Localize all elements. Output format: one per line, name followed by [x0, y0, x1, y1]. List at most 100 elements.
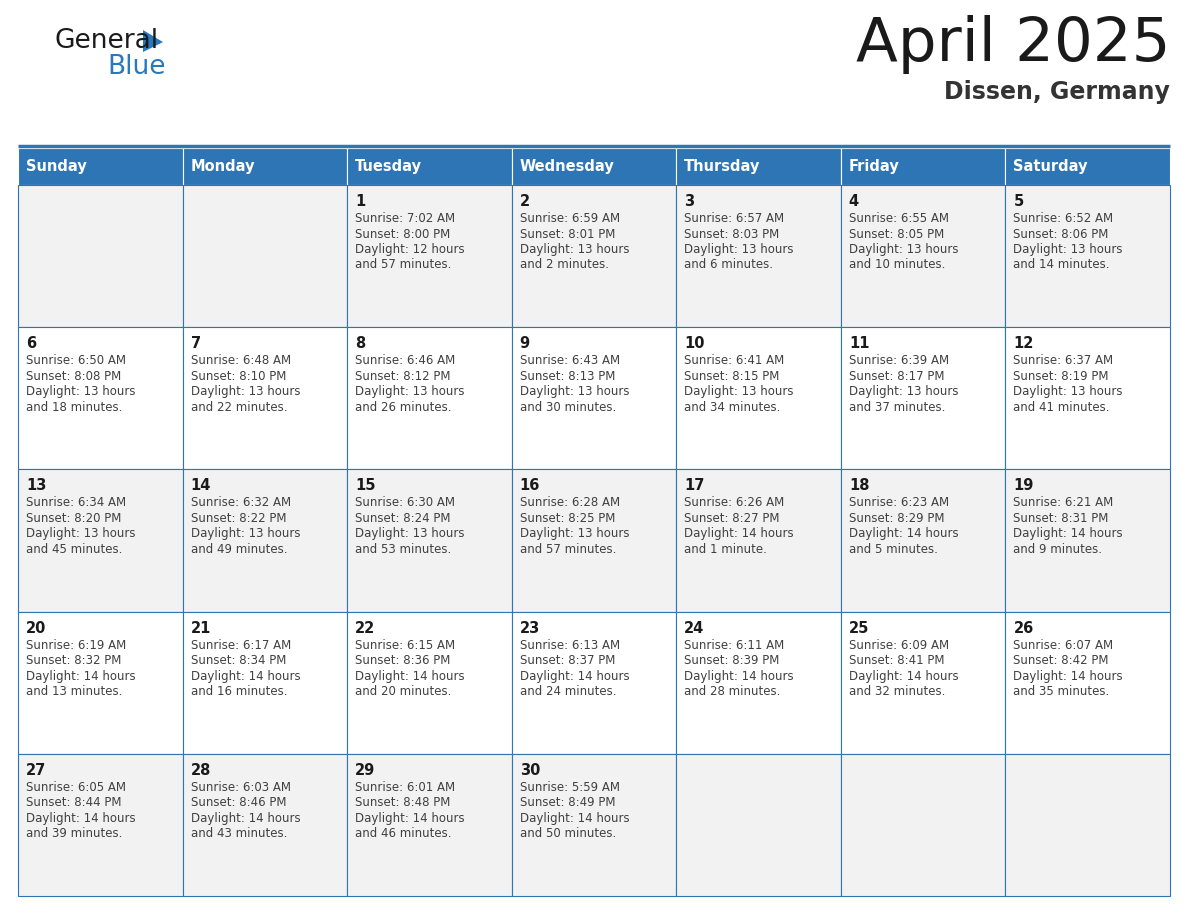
- Text: Sunset: 8:46 PM: Sunset: 8:46 PM: [190, 796, 286, 810]
- Text: Sunrise: 6:03 AM: Sunrise: 6:03 AM: [190, 781, 291, 794]
- Text: 23: 23: [519, 621, 541, 635]
- Text: Wednesday: Wednesday: [519, 159, 614, 174]
- Text: Blue: Blue: [107, 54, 165, 80]
- Text: and 26 minutes.: and 26 minutes.: [355, 400, 451, 414]
- Text: 18: 18: [849, 478, 870, 493]
- Text: Daylight: 13 hours: Daylight: 13 hours: [519, 528, 630, 541]
- Text: Dissen, Germany: Dissen, Germany: [944, 80, 1170, 104]
- Text: Sunrise: 6:41 AM: Sunrise: 6:41 AM: [684, 354, 784, 367]
- Text: Sunrise: 5:59 AM: Sunrise: 5:59 AM: [519, 781, 620, 794]
- Bar: [676, 611, 841, 754]
- Text: Daylight: 13 hours: Daylight: 13 hours: [519, 386, 630, 398]
- Text: and 6 minutes.: and 6 minutes.: [684, 259, 773, 272]
- Bar: [347, 148, 512, 185]
- Text: Daylight: 14 hours: Daylight: 14 hours: [26, 669, 135, 683]
- Text: Daylight: 14 hours: Daylight: 14 hours: [519, 669, 630, 683]
- Text: and 10 minutes.: and 10 minutes.: [849, 259, 946, 272]
- Bar: [841, 469, 1005, 611]
- Bar: [512, 754, 676, 896]
- Text: 5: 5: [1013, 194, 1024, 209]
- Text: Sunrise: 6:52 AM: Sunrise: 6:52 AM: [1013, 212, 1113, 225]
- Text: Daylight: 13 hours: Daylight: 13 hours: [355, 386, 465, 398]
- Text: and 2 minutes.: and 2 minutes.: [519, 259, 608, 272]
- Bar: [347, 327, 512, 469]
- Text: and 41 minutes.: and 41 minutes.: [1013, 400, 1110, 414]
- Text: Sunrise: 6:13 AM: Sunrise: 6:13 AM: [519, 639, 620, 652]
- Text: Sunrise: 6:01 AM: Sunrise: 6:01 AM: [355, 781, 455, 794]
- Text: 20: 20: [26, 621, 46, 635]
- Text: Daylight: 13 hours: Daylight: 13 hours: [26, 386, 135, 398]
- Text: Sunrise: 6:46 AM: Sunrise: 6:46 AM: [355, 354, 455, 367]
- Text: and 39 minutes.: and 39 minutes.: [26, 827, 122, 840]
- Text: Daylight: 14 hours: Daylight: 14 hours: [26, 812, 135, 824]
- Text: Daylight: 13 hours: Daylight: 13 hours: [1013, 243, 1123, 256]
- Text: Sunset: 8:48 PM: Sunset: 8:48 PM: [355, 796, 450, 810]
- Text: Daylight: 14 hours: Daylight: 14 hours: [190, 812, 301, 824]
- Text: and 37 minutes.: and 37 minutes.: [849, 400, 946, 414]
- Text: and 34 minutes.: and 34 minutes.: [684, 400, 781, 414]
- Bar: [676, 148, 841, 185]
- Text: Sunset: 8:31 PM: Sunset: 8:31 PM: [1013, 512, 1108, 525]
- Bar: [347, 185, 512, 327]
- Bar: [841, 185, 1005, 327]
- Text: Sunday: Sunday: [26, 159, 87, 174]
- Text: Sunrise: 6:39 AM: Sunrise: 6:39 AM: [849, 354, 949, 367]
- Text: and 16 minutes.: and 16 minutes.: [190, 685, 287, 698]
- Text: Sunrise: 6:34 AM: Sunrise: 6:34 AM: [26, 497, 126, 509]
- Text: Sunset: 8:24 PM: Sunset: 8:24 PM: [355, 512, 450, 525]
- Text: Sunrise: 7:02 AM: Sunrise: 7:02 AM: [355, 212, 455, 225]
- Text: Sunrise: 6:32 AM: Sunrise: 6:32 AM: [190, 497, 291, 509]
- Bar: [183, 611, 347, 754]
- Text: Sunrise: 6:59 AM: Sunrise: 6:59 AM: [519, 212, 620, 225]
- Text: Daylight: 14 hours: Daylight: 14 hours: [1013, 528, 1123, 541]
- Bar: [512, 185, 676, 327]
- Text: and 5 minutes.: and 5 minutes.: [849, 543, 937, 556]
- Text: and 1 minute.: and 1 minute.: [684, 543, 767, 556]
- Text: and 28 minutes.: and 28 minutes.: [684, 685, 781, 698]
- Text: Sunrise: 6:09 AM: Sunrise: 6:09 AM: [849, 639, 949, 652]
- Text: Daylight: 14 hours: Daylight: 14 hours: [190, 669, 301, 683]
- Bar: [841, 611, 1005, 754]
- Text: and 50 minutes.: and 50 minutes.: [519, 827, 615, 840]
- Text: Sunrise: 6:23 AM: Sunrise: 6:23 AM: [849, 497, 949, 509]
- Text: Sunrise: 6:15 AM: Sunrise: 6:15 AM: [355, 639, 455, 652]
- Text: Sunrise: 6:48 AM: Sunrise: 6:48 AM: [190, 354, 291, 367]
- Text: 7: 7: [190, 336, 201, 352]
- Text: Sunrise: 6:43 AM: Sunrise: 6:43 AM: [519, 354, 620, 367]
- Bar: [676, 754, 841, 896]
- Text: 6: 6: [26, 336, 36, 352]
- Text: Sunrise: 6:19 AM: Sunrise: 6:19 AM: [26, 639, 126, 652]
- Text: Sunset: 8:17 PM: Sunset: 8:17 PM: [849, 370, 944, 383]
- Bar: [347, 469, 512, 611]
- Text: Sunset: 8:36 PM: Sunset: 8:36 PM: [355, 655, 450, 667]
- Text: and 32 minutes.: and 32 minutes.: [849, 685, 946, 698]
- Bar: [1005, 469, 1170, 611]
- Text: Sunset: 8:42 PM: Sunset: 8:42 PM: [1013, 655, 1108, 667]
- Text: and 18 minutes.: and 18 minutes.: [26, 400, 122, 414]
- Bar: [512, 611, 676, 754]
- Text: Daylight: 13 hours: Daylight: 13 hours: [849, 243, 959, 256]
- Text: Sunrise: 6:28 AM: Sunrise: 6:28 AM: [519, 497, 620, 509]
- Bar: [1005, 185, 1170, 327]
- Text: Sunset: 8:29 PM: Sunset: 8:29 PM: [849, 512, 944, 525]
- Text: Daylight: 14 hours: Daylight: 14 hours: [684, 669, 794, 683]
- Text: Daylight: 14 hours: Daylight: 14 hours: [355, 669, 465, 683]
- Text: Tuesday: Tuesday: [355, 159, 422, 174]
- Text: Sunset: 8:13 PM: Sunset: 8:13 PM: [519, 370, 615, 383]
- Text: Daylight: 13 hours: Daylight: 13 hours: [190, 528, 301, 541]
- Text: 4: 4: [849, 194, 859, 209]
- Text: Sunrise: 6:05 AM: Sunrise: 6:05 AM: [26, 781, 126, 794]
- Text: Daylight: 13 hours: Daylight: 13 hours: [1013, 386, 1123, 398]
- Text: Sunset: 8:15 PM: Sunset: 8:15 PM: [684, 370, 779, 383]
- Text: 15: 15: [355, 478, 375, 493]
- Text: Sunrise: 6:50 AM: Sunrise: 6:50 AM: [26, 354, 126, 367]
- Bar: [183, 469, 347, 611]
- Text: Sunrise: 6:21 AM: Sunrise: 6:21 AM: [1013, 497, 1113, 509]
- Text: Daylight: 12 hours: Daylight: 12 hours: [355, 243, 465, 256]
- Text: and 24 minutes.: and 24 minutes.: [519, 685, 617, 698]
- Text: Sunset: 8:00 PM: Sunset: 8:00 PM: [355, 228, 450, 241]
- Bar: [18, 469, 183, 611]
- Text: Sunset: 8:20 PM: Sunset: 8:20 PM: [26, 512, 121, 525]
- Text: Sunset: 8:37 PM: Sunset: 8:37 PM: [519, 655, 615, 667]
- Text: 26: 26: [1013, 621, 1034, 635]
